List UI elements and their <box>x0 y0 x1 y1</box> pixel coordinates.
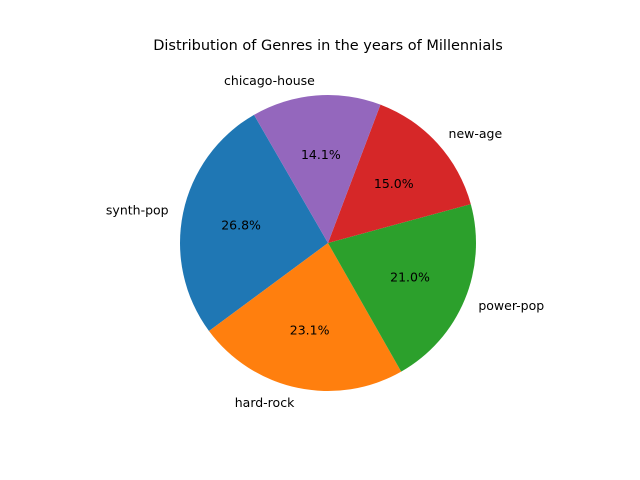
slice-label-hard-rock: hard-rock <box>235 395 295 410</box>
slice-label-chicago-house: chicago-house <box>224 73 315 88</box>
slice-labels: synth-pop hard-rock power-pop new-age chicag… <box>106 73 544 410</box>
slice-label-new-age: new-age <box>449 126 503 141</box>
chart-title: Distribution of Genres in the years of M… <box>153 38 503 54</box>
slice-label-synth-pop: synth-pop <box>106 202 169 217</box>
slice-percentage-chicago-house: 14.1% <box>301 147 341 162</box>
pie-slice-hard-rock <box>208 243 402 392</box>
pie-slice-new-age <box>328 104 471 243</box>
slice-percentage-synth-pop: 26.8% <box>221 217 261 232</box>
slice-percentage-power-pop: 21.0% <box>390 270 430 285</box>
pie-slices <box>180 94 476 392</box>
pie-slice-power-pop <box>328 204 476 372</box>
pie-slice-synth-pop <box>180 114 328 331</box>
slice-label-power-pop: power-pop <box>478 298 544 313</box>
slice-percentage-hard-rock: 23.1% <box>290 322 330 337</box>
slice-percentage-new-age: 15.0% <box>374 176 414 191</box>
percentage-labels: 26.8% 23.1% 21.0% 15.0% 14.1% <box>221 147 430 337</box>
pie-slice-chicago-house <box>254 94 381 243</box>
